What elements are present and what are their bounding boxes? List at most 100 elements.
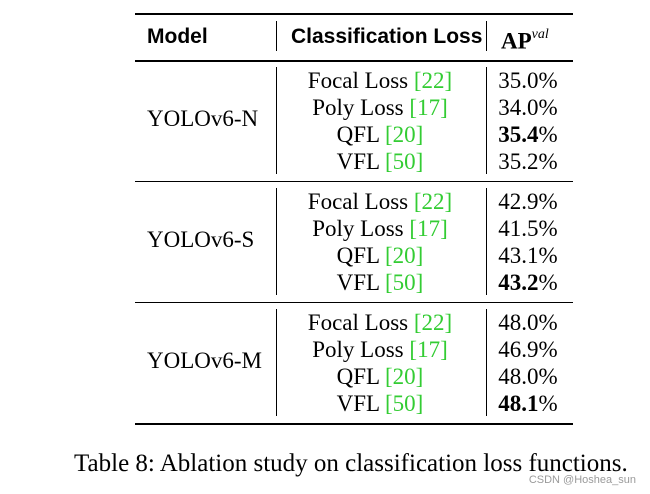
ap-value: 41.5 — [498, 216, 539, 241]
watermark: CSDN @Hoshea_sun — [528, 474, 636, 486]
citation-number: 50 — [392, 391, 416, 416]
ap-value: 43.1 — [498, 243, 539, 268]
table-row: VFL [50] 43.2% — [135, 269, 573, 296]
ap-unit: % — [538, 391, 558, 416]
ap-unit: % — [538, 243, 558, 268]
citation-link[interactable]: [22] — [413, 68, 453, 93]
citation-link[interactable]: [17] — [409, 216, 448, 241]
column-divider-1 — [276, 67, 277, 174]
table-row: Focal Loss [22] 42.9% — [135, 188, 573, 215]
loss-cell: Focal Loss [22] — [276, 309, 484, 336]
loss-name: Focal Loss — [307, 310, 409, 335]
loss-cell: Focal Loss [22] — [276, 67, 484, 94]
header-divider-2 — [486, 21, 487, 51]
ap-unit: % — [538, 216, 558, 241]
model-name: YOLOv6-S — [147, 226, 255, 252]
loss-name: QFL — [336, 364, 380, 389]
table-row: Focal Loss [22] 35.0% — [135, 67, 573, 94]
table-row: QFL [20] 43.1% — [135, 242, 573, 269]
column-divider-2 — [486, 309, 487, 416]
model-group: YOLOv6-M Focal Loss [22] 48.0% Poly Loss [1… — [135, 307, 573, 420]
table-row: Focal Loss [22] 48.0% — [135, 309, 573, 336]
ap-cell: 46.9% — [486, 336, 570, 363]
citation-number: 17 — [417, 337, 441, 362]
ap-value: 48.0 — [498, 310, 539, 335]
table-row: VFL [50] 35.2% — [135, 148, 573, 175]
ap-value: 46.9 — [498, 337, 539, 362]
column-divider-1 — [276, 188, 277, 295]
loss-name: VFL — [336, 270, 380, 295]
top-rule — [135, 13, 573, 15]
table-row: Poly Loss [17] 41.5% — [135, 215, 573, 242]
ap-cell: 48.0% — [486, 309, 570, 336]
citation-number: 20 — [392, 243, 416, 268]
citation-link[interactable]: [20] — [385, 364, 424, 389]
citation-link[interactable]: [50] — [385, 149, 424, 174]
citation-link[interactable]: [20] — [385, 243, 424, 268]
citation-number: 17 — [417, 95, 441, 120]
loss-name: QFL — [336, 243, 380, 268]
citation-link[interactable]: [17] — [409, 95, 448, 120]
loss-name: Poly Loss — [312, 216, 404, 241]
citation-number: 20 — [392, 122, 416, 147]
loss-name: Poly Loss — [312, 95, 404, 120]
ap-cell: 48.1% — [486, 390, 570, 417]
citation-number: 22 — [421, 189, 445, 214]
ap-unit: % — [538, 122, 558, 147]
ap-unit: % — [538, 310, 558, 335]
loss-cell: Focal Loss [22] — [276, 188, 484, 215]
loss-cell: VFL [50] — [276, 390, 484, 417]
ap-value: 35.0 — [498, 68, 539, 93]
ap-unit: % — [538, 189, 558, 214]
ap-cell: 35.0% — [486, 67, 570, 94]
loss-cell: Poly Loss [17] — [276, 94, 484, 121]
citation-number: 50 — [392, 270, 416, 295]
citation-number: 22 — [421, 310, 445, 335]
table-row: Poly Loss [17] 34.0% — [135, 94, 573, 121]
loss-cell: Poly Loss [17] — [276, 336, 484, 363]
loss-name: Poly Loss — [312, 337, 404, 362]
ap-value: 48.1 — [498, 391, 539, 416]
loss-name: Focal Loss — [307, 189, 409, 214]
citation-link[interactable]: [17] — [409, 337, 448, 362]
ap-value: 43.2 — [498, 270, 539, 295]
loss-name: Focal Loss — [307, 68, 409, 93]
ap-value: 35.4 — [498, 122, 539, 147]
ap-cell: 35.2% — [486, 148, 570, 175]
header-divider-1 — [276, 21, 277, 51]
loss-cell: VFL [50] — [276, 148, 484, 175]
ap-cell: 48.0% — [486, 363, 570, 390]
ap-cell: 41.5% — [486, 215, 570, 242]
loss-cell: QFL [20] — [276, 242, 484, 269]
header-model: Model — [147, 25, 208, 48]
table-row: VFL [50] 48.1% — [135, 390, 573, 417]
ap-cell: 35.4% — [486, 121, 570, 148]
group-separator — [135, 181, 573, 182]
table-caption: Table 8: Ablation study on classificatio… — [74, 450, 628, 477]
header-ap-superscript: val — [531, 27, 549, 42]
model-group: YOLOv6-S Focal Loss [22] 42.9% Poly Loss [1… — [135, 186, 573, 299]
citation-number: 20 — [392, 364, 416, 389]
table-row: QFL [20] 35.4% — [135, 121, 573, 148]
model-name: YOLOv6-M — [147, 347, 262, 373]
ap-cell: 43.1% — [486, 242, 570, 269]
citation-link[interactable]: [50] — [385, 391, 424, 416]
citation-number: 50 — [392, 149, 416, 174]
loss-name: VFL — [336, 149, 380, 174]
citation-link[interactable]: [50] — [385, 270, 424, 295]
loss-cell: Poly Loss [17] — [276, 215, 484, 242]
citation-link[interactable]: [20] — [385, 122, 424, 147]
ap-value: 42.9 — [498, 189, 539, 214]
bottom-rule — [135, 423, 573, 425]
ap-cell: 43.2% — [486, 269, 570, 296]
table-row: Poly Loss [17] 46.9% — [135, 336, 573, 363]
ap-value: 35.2 — [498, 149, 539, 174]
ap-unit: % — [538, 149, 558, 174]
citation-link[interactable]: [22] — [413, 310, 453, 335]
model-group: YOLOv6-N Focal Loss [22] 35.0% Poly Loss [1… — [135, 65, 573, 178]
ap-unit: % — [538, 337, 558, 362]
citation-link[interactable]: [22] — [413, 189, 453, 214]
ap-unit: % — [538, 68, 558, 93]
loss-name: VFL — [336, 391, 380, 416]
header-ap: APval — [501, 17, 549, 57]
